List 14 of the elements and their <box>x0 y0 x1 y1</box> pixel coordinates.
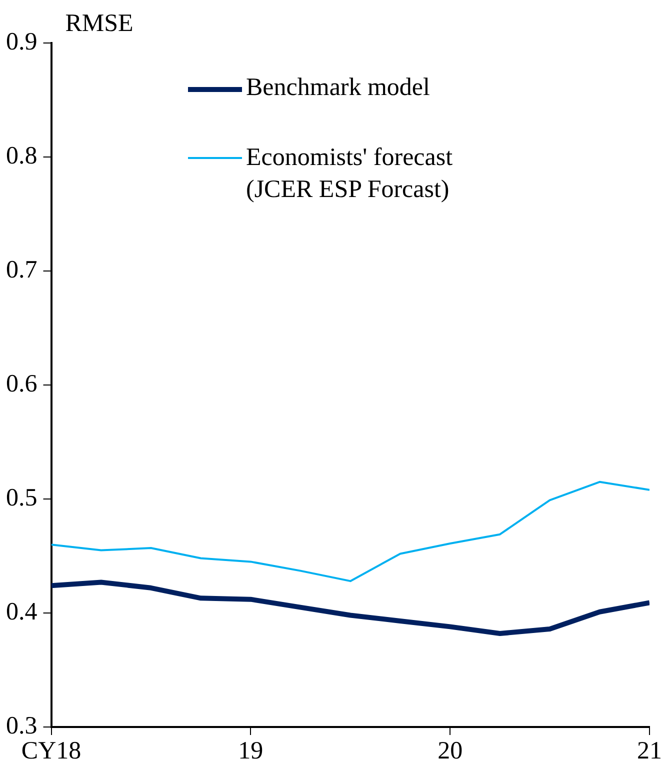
x-tick-label: 20 <box>438 738 463 765</box>
legend-label: Economists' forecast (JCER ESP Forcast) <box>246 143 454 205</box>
y-tick-label: 0.4 <box>6 598 38 626</box>
y-tick-label: 0.7 <box>6 256 38 284</box>
legend-label: Benchmark model <box>246 73 431 103</box>
y-tick-label: 0.9 <box>6 28 38 56</box>
x-tick-label: 19 <box>238 738 264 765</box>
y-tick-label: 0.6 <box>6 370 38 398</box>
y-tick-label: 0.8 <box>6 142 38 170</box>
x-tick-label: CY18 <box>21 738 82 765</box>
y-tick-label: 0.5 <box>6 484 38 512</box>
y-axis-title: RMSE <box>65 10 134 38</box>
x-tick-label: 21 <box>637 738 662 765</box>
y-tick-label: 0.3 <box>6 712 38 740</box>
